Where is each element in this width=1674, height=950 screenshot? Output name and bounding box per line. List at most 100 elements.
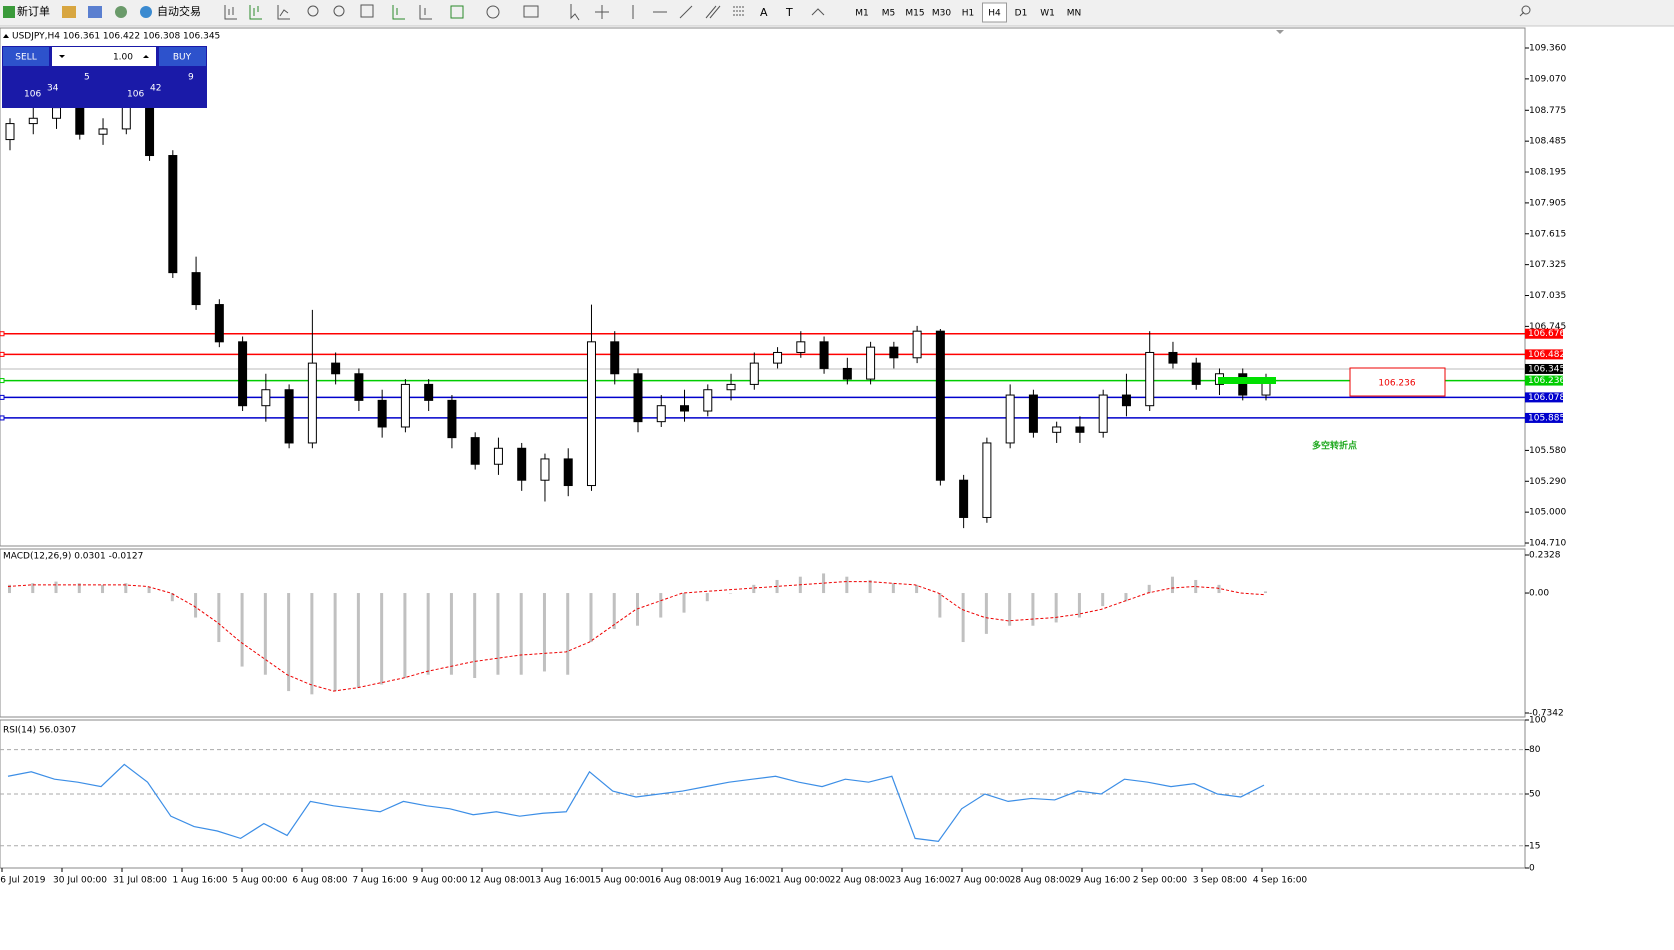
sell-main[interactable]: 34 <box>47 84 59 94</box>
candle-body <box>1075 426 1085 433</box>
level-label: 106.482 <box>1528 350 1565 360</box>
label-tool[interactable]: T <box>785 6 793 19</box>
timeframe-button[interactable]: H4 <box>988 9 1001 19</box>
tool-icon[interactable] <box>88 6 102 18</box>
y-tick-label: 108.775 <box>1529 106 1566 116</box>
crosshair-icon[interactable] <box>595 5 609 19</box>
lots-up[interactable] <box>143 55 149 58</box>
timeframe-button[interactable]: D1 <box>1015 9 1028 19</box>
x-tick-label: 26 Jul 2019 <box>0 876 46 886</box>
bar-chart-icon[interactable] <box>224 5 237 20</box>
timeframe-button[interactable]: M5 <box>882 9 896 19</box>
indicators-icon[interactable] <box>450 5 464 19</box>
buy-main[interactable]: 42 <box>150 84 161 94</box>
macd-bar <box>915 584 919 594</box>
new-order-icon[interactable] <box>3 6 15 18</box>
candle-body <box>1121 394 1131 407</box>
auto-trade-icon[interactable] <box>140 6 152 18</box>
candle-body <box>935 330 945 481</box>
candle-body <box>191 272 201 306</box>
macd-bar <box>194 593 198 618</box>
buy-button[interactable] <box>159 47 206 66</box>
macd-bar <box>31 583 35 594</box>
annotation-text: 多空转折点 <box>1312 440 1357 452</box>
timeframe-button[interactable]: H1 <box>962 9 975 19</box>
macd-label: MACD(12,26,9) 0.0301 -0.0127 <box>3 552 143 562</box>
sell-small[interactable]: 5 <box>84 73 90 83</box>
scroll-icon[interactable] <box>392 5 405 20</box>
candle-body <box>307 362 317 444</box>
main-pane <box>0 27 1526 547</box>
candle-body <box>214 304 224 343</box>
timeframe-button[interactable]: M1 <box>855 9 869 19</box>
sell-label[interactable]: SELL <box>15 53 36 63</box>
cursor-icon[interactable] <box>570 4 580 21</box>
timeframe-button[interactable]: M15 <box>905 9 924 19</box>
x-tick-label: 30 Jul 00:00 <box>53 876 107 886</box>
level-handle <box>0 415 5 421</box>
periods-icon[interactable] <box>486 5 500 19</box>
macd-bar <box>1031 593 1035 626</box>
channel-icon[interactable] <box>705 5 721 19</box>
fibo-icon[interactable] <box>733 6 745 16</box>
y-tick-label: 109.070 <box>1529 74 1566 84</box>
trendline-icon[interactable] <box>679 5 693 19</box>
macd-bar <box>961 593 965 643</box>
y-tick-label: 104.710 <box>1529 539 1566 549</box>
x-tick-label: 7 Aug 16:00 <box>353 876 408 886</box>
sell-button[interactable] <box>3 47 49 66</box>
zoom-in-icon[interactable] <box>307 5 319 17</box>
header-arrow <box>3 34 9 38</box>
y-tick-label: 50 <box>1529 790 1541 800</box>
candle-body <box>633 373 643 423</box>
symbol-header: USDJPY,H4 106.361 106.422 106.308 106.34… <box>12 32 220 42</box>
macd-bar <box>891 583 895 594</box>
candle-body <box>1098 394 1108 433</box>
new-order-button[interactable]: 新订单 <box>17 4 50 18</box>
search-icon-lens[interactable] <box>1521 5 1531 15</box>
macd-bar <box>1054 593 1058 623</box>
level-tag <box>1525 349 1563 360</box>
candle-body <box>400 383 410 428</box>
candle-body <box>28 117 38 125</box>
macd-bar <box>612 593 616 629</box>
zoom-out-icon[interactable] <box>333 5 345 17</box>
timeframe-button[interactable]: MN <box>1067 9 1082 19</box>
shift-icon[interactable] <box>419 5 432 20</box>
templates-icon[interactable] <box>523 5 539 18</box>
timeframe-button[interactable]: W1 <box>1040 9 1055 19</box>
candle-icon[interactable] <box>249 5 262 20</box>
candle-body <box>1238 373 1248 396</box>
tool-icon[interactable] <box>62 6 76 18</box>
y-tick-label: 100 <box>1529 716 1546 726</box>
macd-bar <box>101 584 105 594</box>
lots-down[interactable] <box>59 55 65 58</box>
sell-big[interactable]: 106 <box>24 90 41 100</box>
shift-marker <box>1276 30 1284 34</box>
auto-trade-button[interactable]: 自动交易 <box>157 4 201 18</box>
toolbar-icons <box>224 4 1531 21</box>
macd-bar <box>868 579 872 594</box>
macd-bar <box>77 583 81 594</box>
text-tool[interactable]: A <box>760 6 768 19</box>
line-icon[interactable] <box>277 5 290 20</box>
arrows-icon[interactable] <box>811 8 825 16</box>
macd-bar <box>589 593 593 643</box>
buy-big[interactable]: 106 <box>127 90 144 100</box>
candle-body <box>656 405 666 423</box>
timeframe-button[interactable]: M30 <box>932 9 951 19</box>
x-tick-label: 9 Aug 00:00 <box>413 876 468 886</box>
buy-label[interactable]: BUY <box>173 53 192 63</box>
lots-input[interactable] <box>52 47 156 66</box>
lots-value[interactable]: 1.00 <box>113 53 133 63</box>
buy-small[interactable]: 9 <box>188 73 194 83</box>
x-tick-label: 1 Aug 16:00 <box>173 876 228 886</box>
candle-body <box>1191 362 1201 385</box>
tile-icon[interactable] <box>360 4 374 18</box>
macd-bar <box>1264 591 1267 594</box>
tool-icon[interactable] <box>115 6 127 18</box>
macd-bar <box>170 593 174 602</box>
macd-bar <box>496 593 500 675</box>
candle-body <box>680 405 690 412</box>
